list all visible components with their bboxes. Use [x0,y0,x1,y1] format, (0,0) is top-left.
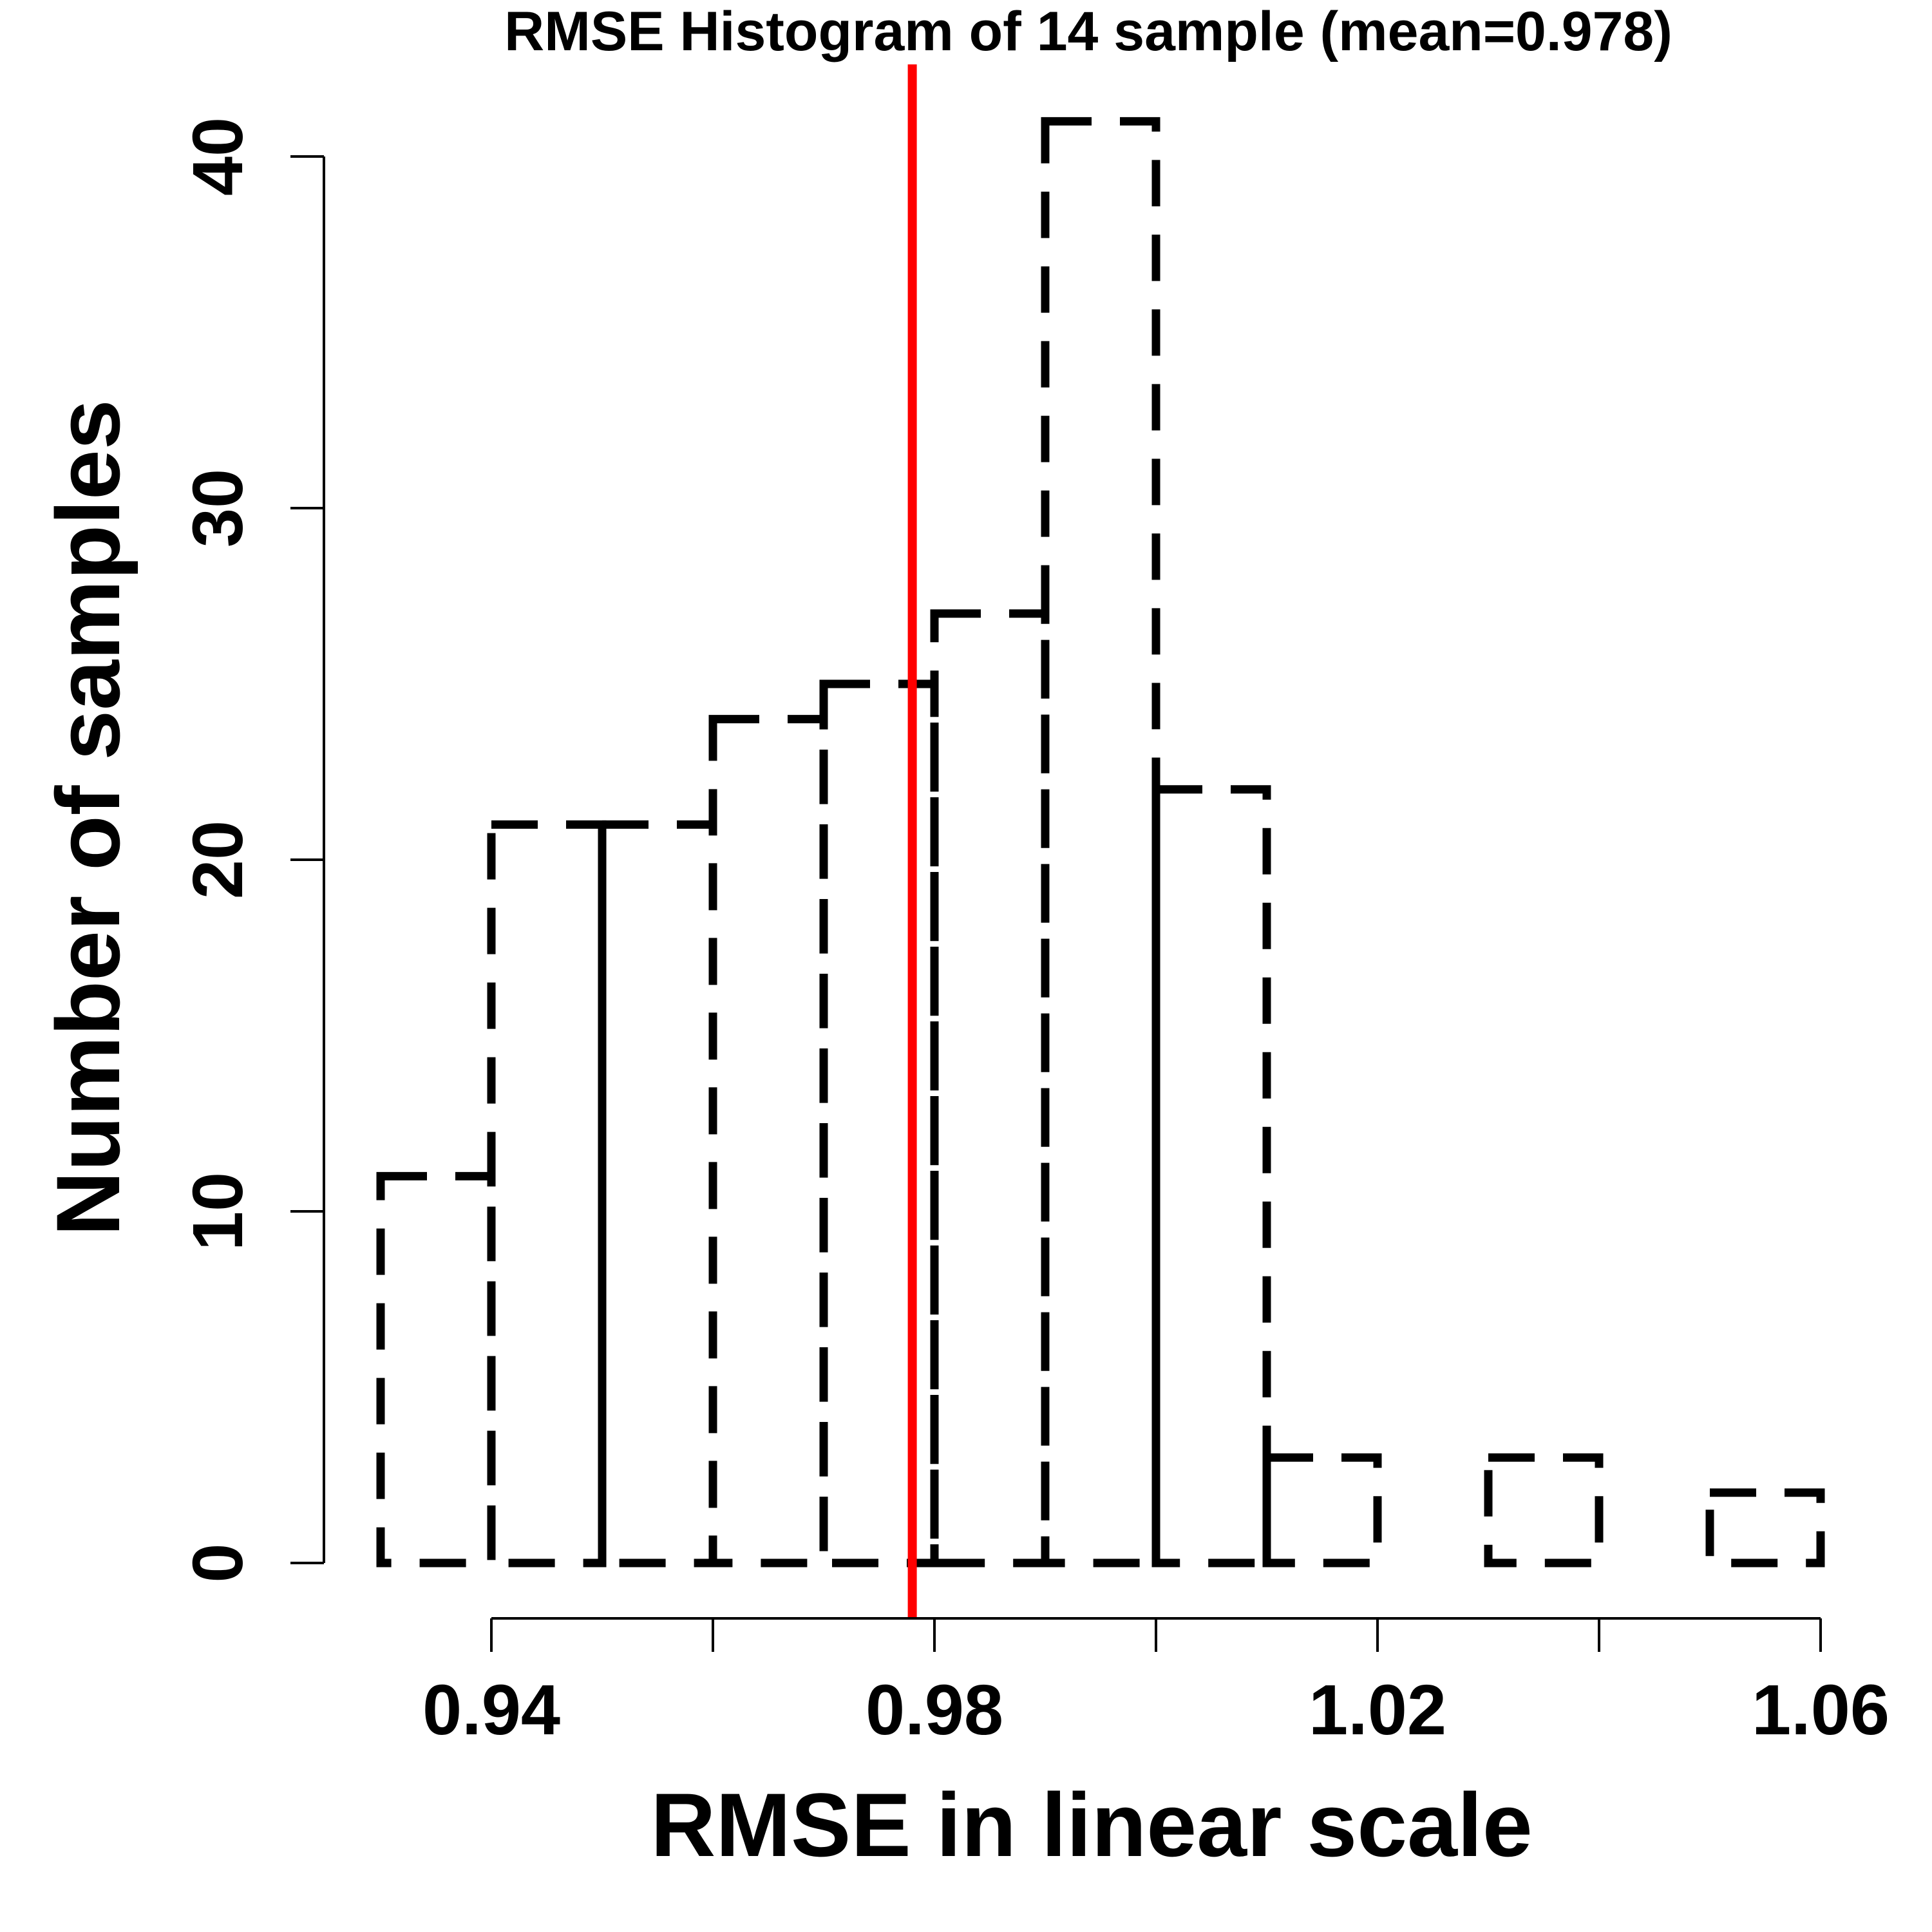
y-tick-label-0: 0 [178,1543,258,1582]
y-axis: 0 10 20 30 40 [178,117,325,1583]
chart-title: RMSE Histogram of 14 sample (mean=0.978) [504,1,1672,62]
y-tick-label-3: 30 [178,469,258,547]
histogram-bar-4 [819,679,939,1567]
x-tick-label-3: 1.06 [1752,1671,1889,1750]
y-tick-label-1: 10 [178,1172,258,1251]
histogram-bar-2 [598,820,717,1567]
histogram-bar-0 [376,1171,496,1567]
histogram-bar-6 [1041,117,1160,1567]
histogram-bar-3 [708,715,828,1567]
histogram-bar-1 [487,820,607,1567]
x-axis: 0.94 0.98 1.02 1.06 [422,1617,1889,1750]
histogram-bars [376,117,1825,1567]
histogram-bar-12 [1705,1488,1825,1567]
y-tick-label-2: 20 [178,820,258,899]
y-tick-label-4: 40 [178,117,258,196]
histogram-bar-7 [1151,785,1271,1567]
y-axis-title: Number of samples [37,399,138,1236]
histogram-bar-5 [930,609,1050,1567]
histogram-bar-8 [1262,1453,1382,1567]
x-tick-label-0: 0.94 [422,1671,560,1750]
x-tick-label-2: 1.02 [1309,1671,1446,1750]
x-axis-title: RMSE in linear scale [650,1774,1532,1875]
histogram-bar-10 [1484,1453,1604,1567]
x-tick-label-1: 0.98 [866,1671,1003,1750]
